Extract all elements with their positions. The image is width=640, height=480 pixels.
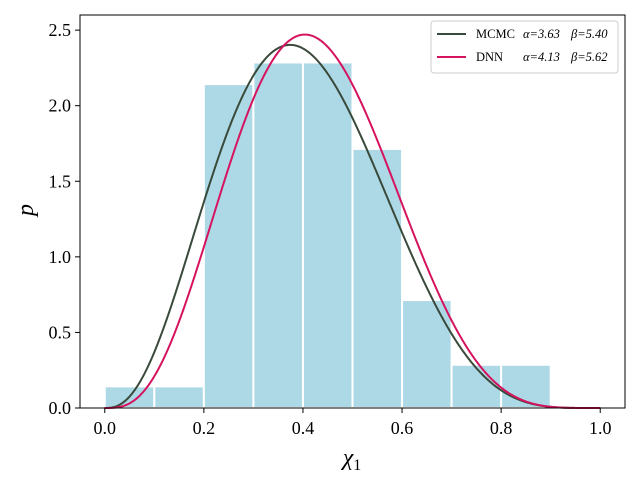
histogram-bar [401,299,453,409]
histogram-bar [301,61,354,409]
x-tick-label: 0.6 [391,418,414,438]
x-tick-label: 0.8 [490,418,513,438]
histogram-bars [103,61,552,410]
y-tick-label: 1.0 [49,247,72,267]
histogram-bar [252,61,304,409]
x-axis-label: χ1 [341,445,362,474]
legend-beta-mcmc: β=5.40 [570,27,608,41]
histogram-bar [153,385,205,410]
plot-frame [79,14,626,409]
y-axis-label: p [13,204,39,218]
legend-series-name-mcmc: MCMC [476,27,515,41]
y-tick-label: 2.5 [49,20,72,40]
legend-alpha-dnn: α=4.13 [523,50,560,64]
histogram-bar [202,83,255,410]
legend-label-mcmc: MCMC α=3.63 β=5.40 [476,27,608,41]
legend: MCMC α=3.63 β=5.40 DNN α=4.13 β=5.62 [430,20,619,74]
y-tick-label: 2.0 [49,96,72,116]
legend-label-dnn: DNN α=4.13 β=5.62 [476,50,608,64]
x-tick-label: 1.0 [589,418,612,438]
x-tick-label: 0.4 [292,418,315,438]
y-tick-label: 0.5 [49,322,72,342]
x-tick-label: 0.0 [94,418,117,438]
curve-dnn [104,33,601,409]
legend-series-name-dnn: DNN [476,50,503,64]
y-tick-label: 1.5 [49,171,72,191]
y-axis-ticks: 0.0 0.5 1.0 1.5 2.0 2.5 [49,20,80,418]
legend-box [430,20,619,74]
legend-beta-dnn: β=5.62 [570,50,608,64]
curve-mcmc [104,43,601,409]
histogram-bar [351,147,404,409]
y-tick-label: 0.0 [49,398,72,418]
x-axis-ticks: 0.0 0.2 0.4 0.6 0.8 1.0 [94,408,612,438]
fit-curves [104,33,601,409]
legend-alpha-mcmc: α=3.63 [523,27,560,41]
histogram-bar [450,363,503,409]
x-tick-label: 0.2 [193,418,216,438]
